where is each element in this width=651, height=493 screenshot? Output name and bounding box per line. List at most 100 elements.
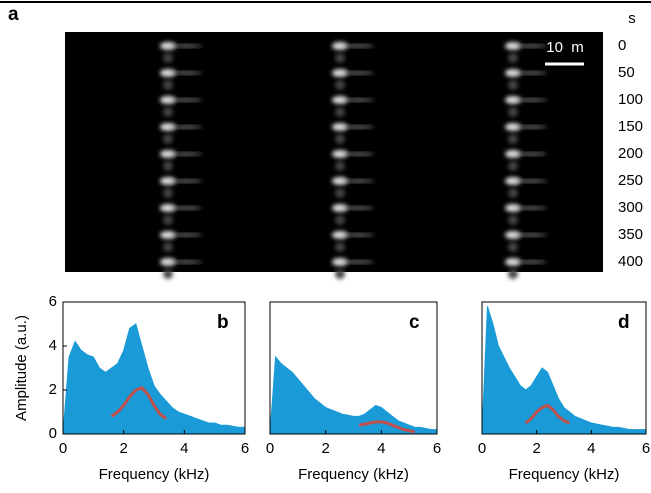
spot bbox=[160, 150, 176, 158]
spot-haze bbox=[508, 269, 518, 279]
y-tick-label: 4 bbox=[49, 337, 57, 354]
spot bbox=[160, 177, 176, 185]
x-tick-label: 0 bbox=[478, 440, 486, 457]
spot-tail bbox=[342, 44, 374, 48]
spot-haze bbox=[508, 215, 518, 225]
spot bbox=[160, 204, 176, 212]
spot-tail bbox=[170, 98, 202, 102]
x-tick-label: 4 bbox=[377, 440, 385, 457]
spot-tail bbox=[170, 44, 202, 48]
spot-tail bbox=[515, 71, 547, 75]
spot-tail bbox=[515, 260, 547, 264]
spectrum bbox=[269, 355, 438, 435]
spot bbox=[332, 204, 348, 212]
y-tick-label: 50 bbox=[618, 64, 635, 81]
spot-tail bbox=[515, 152, 547, 156]
x-tick-label: 2 bbox=[321, 440, 329, 457]
x-axis-label: Frequency (kHz) bbox=[509, 466, 620, 483]
y-tick-label: 150 bbox=[618, 118, 643, 135]
spot-haze bbox=[163, 80, 173, 90]
spot-haze bbox=[335, 188, 345, 198]
spot bbox=[332, 123, 348, 131]
spot-haze bbox=[163, 188, 173, 198]
spot-haze bbox=[508, 107, 518, 117]
spot bbox=[505, 258, 521, 266]
spot-tail bbox=[170, 260, 202, 264]
y-tick-label: 6 bbox=[49, 293, 57, 310]
y-tick-label: 300 bbox=[618, 199, 643, 216]
spot bbox=[505, 123, 521, 131]
spot-haze bbox=[335, 107, 345, 117]
spot-haze bbox=[163, 242, 173, 252]
y-tick-label: 200 bbox=[618, 145, 643, 162]
spot-tail bbox=[342, 206, 374, 210]
plot-frame bbox=[269, 301, 438, 435]
fit-curve bbox=[524, 403, 571, 425]
spot-tail bbox=[342, 98, 374, 102]
spot-tail bbox=[515, 125, 547, 129]
x-tick-label: 6 bbox=[642, 440, 650, 457]
spot-haze bbox=[335, 134, 345, 144]
y-axis-label: Amplitude (a.u.) bbox=[13, 315, 30, 421]
spot-tail bbox=[170, 233, 202, 237]
spot-haze bbox=[508, 134, 518, 144]
spot-haze bbox=[508, 188, 518, 198]
spot-haze bbox=[335, 215, 345, 225]
spot bbox=[160, 69, 176, 77]
spot-haze bbox=[335, 161, 345, 171]
x-tick-label: 4 bbox=[180, 440, 188, 457]
y-tick-label: 2 bbox=[49, 381, 57, 398]
y-tick-label: 400 bbox=[618, 253, 643, 270]
spot bbox=[332, 177, 348, 185]
spot-haze bbox=[163, 215, 173, 225]
axis-label: s bbox=[628, 10, 636, 27]
panel-label: b bbox=[217, 312, 229, 333]
spot-haze bbox=[335, 242, 345, 252]
spot-tail bbox=[342, 233, 374, 237]
fit-curve bbox=[110, 386, 168, 420]
spot-tail bbox=[170, 206, 202, 210]
x-axis-label: Frequency (kHz) bbox=[298, 466, 409, 483]
x-tick-label: 2 bbox=[119, 440, 127, 457]
x-tick-label: 6 bbox=[241, 440, 249, 457]
spot bbox=[505, 42, 521, 50]
scale-bar-label: 10 m bbox=[546, 39, 584, 56]
spot bbox=[160, 123, 176, 131]
spot bbox=[332, 69, 348, 77]
x-tick-label: 0 bbox=[59, 440, 67, 457]
spot bbox=[505, 96, 521, 104]
spot-haze bbox=[508, 161, 518, 171]
plot-frame bbox=[481, 301, 647, 435]
spot-tail bbox=[170, 125, 202, 129]
spot-tail bbox=[515, 44, 547, 48]
spot-tail bbox=[170, 71, 202, 75]
spot bbox=[505, 231, 521, 239]
spot bbox=[160, 258, 176, 266]
y-tick-label: 250 bbox=[618, 172, 643, 189]
spot-tail bbox=[170, 179, 202, 183]
panel-label: d bbox=[618, 312, 630, 333]
spot bbox=[332, 42, 348, 50]
x-tick-label: 2 bbox=[532, 440, 540, 457]
spot-haze bbox=[335, 53, 345, 63]
spot bbox=[332, 258, 348, 266]
spot-tail bbox=[342, 71, 374, 75]
spot-tail bbox=[515, 179, 547, 183]
y-tick-label: 100 bbox=[618, 91, 643, 108]
spot-tail bbox=[342, 152, 374, 156]
spot bbox=[505, 69, 521, 77]
spot-haze bbox=[163, 53, 173, 63]
panel-label: c bbox=[409, 312, 420, 333]
spot bbox=[160, 96, 176, 104]
fit-curve bbox=[358, 420, 416, 434]
plot-frame bbox=[62, 301, 246, 435]
spot-haze bbox=[508, 242, 518, 252]
spot-tail bbox=[170, 152, 202, 156]
spectrum bbox=[481, 306, 647, 435]
panel-label: a bbox=[8, 4, 19, 25]
spot bbox=[160, 42, 176, 50]
x-tick-label: 4 bbox=[587, 440, 595, 457]
spot-tail bbox=[515, 98, 547, 102]
x-tick-label: 6 bbox=[433, 440, 441, 457]
